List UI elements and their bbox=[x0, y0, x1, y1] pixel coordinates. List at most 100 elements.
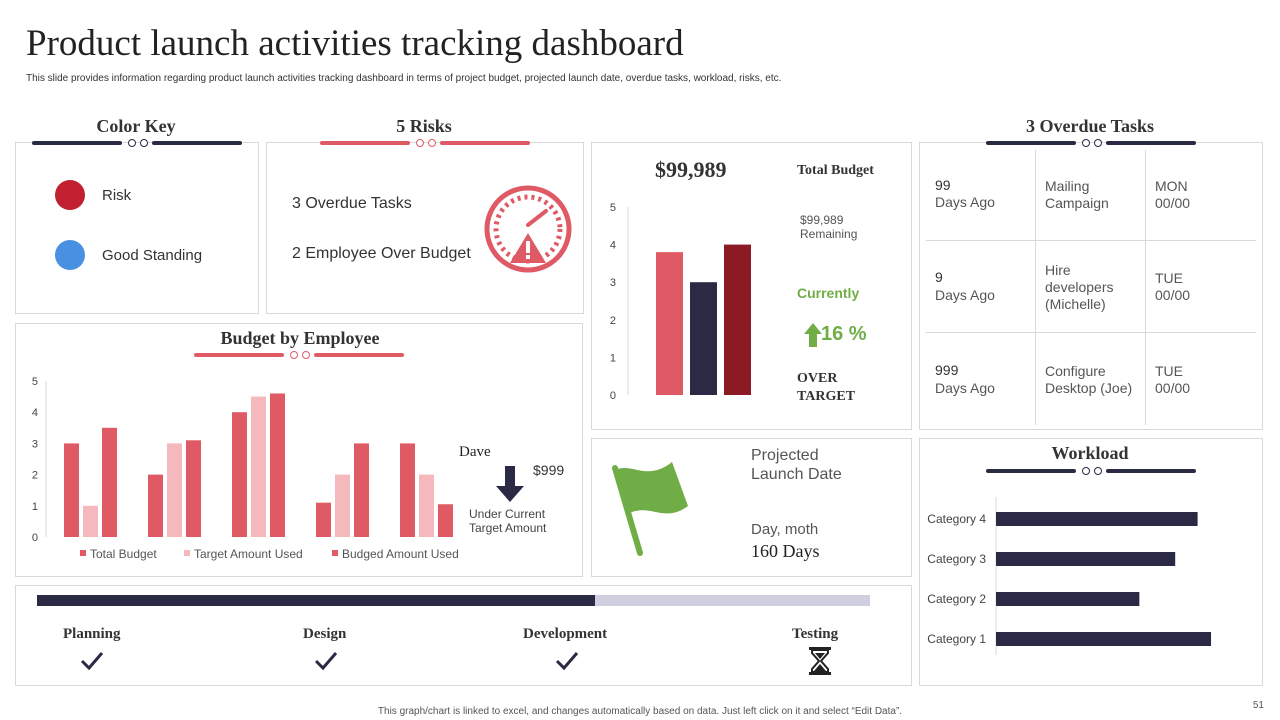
overdue-days-count: 99 bbox=[935, 177, 951, 193]
page-subtitle: This slide provides information regardin… bbox=[26, 73, 782, 84]
employee-budget-bar bbox=[83, 505, 98, 537]
overdue-col-divider bbox=[1145, 150, 1146, 425]
employee-budget-bar bbox=[438, 504, 453, 537]
y-tick-label: 3 bbox=[32, 438, 38, 450]
y-tick-label: 0 bbox=[32, 532, 38, 544]
remaining-label: Remaining bbox=[800, 227, 858, 241]
overdue-tasks-panel bbox=[919, 142, 1263, 430]
flag-icon bbox=[612, 462, 688, 556]
legend-swatch bbox=[332, 550, 338, 556]
remaining-amount: $99,989 bbox=[800, 213, 844, 227]
employee-budget-bar bbox=[167, 443, 182, 537]
risks-overdue-text: 3 Overdue Tasks bbox=[292, 195, 412, 212]
checkmark-icon bbox=[80, 652, 104, 671]
page-title: Product launch activities tracking dashb… bbox=[26, 23, 684, 64]
target-label: TARGET bbox=[797, 389, 856, 404]
page-number: 51 bbox=[1252, 700, 1264, 711]
callout-target-label: Target Amount bbox=[469, 521, 547, 535]
stage-label-development: Development bbox=[523, 626, 608, 642]
overdue-day: MON bbox=[1155, 178, 1188, 194]
employee-budget-bar bbox=[335, 474, 350, 537]
risk-color-dot bbox=[55, 180, 85, 210]
y-tick-label: 3 bbox=[610, 277, 616, 289]
total-budget-panel bbox=[591, 142, 912, 430]
budget-amount: $99,989 bbox=[655, 157, 727, 182]
risk-gauge-icon bbox=[484, 185, 572, 273]
total-budget-chart: 0 1 2 3 4 5 bbox=[610, 202, 751, 402]
workload-bar bbox=[996, 592, 1140, 606]
workload-bar bbox=[996, 512, 1198, 526]
checkmark-icon bbox=[314, 652, 338, 671]
category-label: Category 4 bbox=[927, 512, 986, 526]
overdue-row-divider bbox=[926, 240, 1256, 241]
stage-label-planning: Planning bbox=[63, 626, 121, 642]
overdue-days-count: 9 bbox=[935, 269, 943, 285]
overdue-task-name: Hire developers (Michelle) bbox=[1045, 262, 1114, 312]
overdue-task-name: Configure Desktop (Joe) bbox=[1045, 363, 1133, 396]
launch-label-line1: Projected bbox=[751, 447, 819, 464]
callout-employee-name: Dave bbox=[459, 444, 491, 460]
employee-budget-bar bbox=[400, 443, 415, 537]
launch-days-value: 160 Days bbox=[751, 541, 820, 561]
over-label: OVER bbox=[797, 371, 838, 386]
hourglass-icon bbox=[809, 647, 831, 675]
overdue-date: 00/00 bbox=[1155, 380, 1191, 396]
callout-under-label: Under Current bbox=[469, 507, 546, 521]
employee-budget-bar bbox=[251, 396, 266, 537]
legend-label: Budged Amount Used bbox=[342, 547, 459, 561]
legend-label: Target Amount Used bbox=[194, 547, 303, 561]
overdue-day: TUE bbox=[1155, 270, 1183, 286]
launch-label-line2: Launch Date bbox=[751, 466, 842, 483]
overdue-days-count: 999 bbox=[935, 362, 959, 378]
legend-label: Total Budget bbox=[90, 547, 157, 561]
employee-budget-bar bbox=[64, 443, 79, 537]
checkmark-icon bbox=[555, 652, 579, 671]
budget-by-employee-title: Budget by Employee bbox=[220, 328, 380, 348]
overdue-day: TUE bbox=[1155, 363, 1183, 379]
stage-label-testing: Testing bbox=[792, 626, 839, 642]
overdue-days-ago: Days Ago bbox=[935, 194, 995, 210]
overdue-col-divider bbox=[1035, 150, 1036, 425]
color-key-divider bbox=[32, 138, 242, 148]
footer-note: This graph/chart is linked to excel, and… bbox=[377, 706, 903, 717]
percent-over-target: 16 % bbox=[821, 323, 867, 345]
currently-label: Currently bbox=[797, 285, 860, 301]
risks-divider bbox=[320, 138, 530, 148]
budget-bar bbox=[690, 282, 717, 395]
callout-amount: $999 bbox=[533, 462, 565, 478]
workload-divider bbox=[986, 466, 1196, 476]
y-tick-label: 4 bbox=[32, 407, 38, 419]
progress-fill bbox=[37, 595, 596, 606]
employee-budget-bar bbox=[186, 440, 201, 537]
employee-budget-bar bbox=[232, 412, 247, 537]
down-arrow-icon bbox=[496, 466, 524, 502]
overdue-date: 00/00 bbox=[1155, 287, 1191, 303]
employee-budget-bar bbox=[102, 427, 117, 537]
y-tick-label: 1 bbox=[32, 501, 38, 513]
progress-track bbox=[37, 595, 870, 606]
up-arrow-icon bbox=[804, 323, 822, 347]
y-tick-label: 5 bbox=[610, 202, 616, 214]
employee-budget-bar bbox=[270, 393, 285, 537]
overdue-days-ago: Days Ago bbox=[935, 287, 995, 303]
employee-budget-bar bbox=[419, 474, 434, 537]
category-label: Category 3 bbox=[927, 552, 986, 566]
good-standing-color-dot bbox=[55, 240, 85, 270]
risks-title: 5 Risks bbox=[344, 116, 504, 137]
budget-bar bbox=[724, 244, 751, 395]
employee-budget-bar bbox=[354, 443, 369, 537]
overdue-row-divider bbox=[926, 332, 1256, 333]
overdue-tasks-divider bbox=[986, 138, 1196, 148]
budget-by-employee-divider bbox=[194, 350, 404, 360]
category-label: Category 1 bbox=[927, 632, 986, 646]
risk-color-label: Risk bbox=[102, 187, 132, 204]
overdue-days-ago: Days Ago bbox=[935, 380, 995, 396]
employee-budget-bar bbox=[316, 502, 331, 537]
overdue-task-name: Mailing Campaign bbox=[1045, 178, 1109, 211]
workload-bar bbox=[996, 632, 1212, 646]
y-tick-label: 2 bbox=[32, 470, 38, 482]
employee-budget-bar bbox=[148, 474, 163, 537]
legend-swatch bbox=[184, 550, 190, 556]
workload-bar bbox=[996, 552, 1176, 566]
workload-chart: Category 4 Category 3 Category 2 Category 1 bbox=[927, 497, 1212, 655]
